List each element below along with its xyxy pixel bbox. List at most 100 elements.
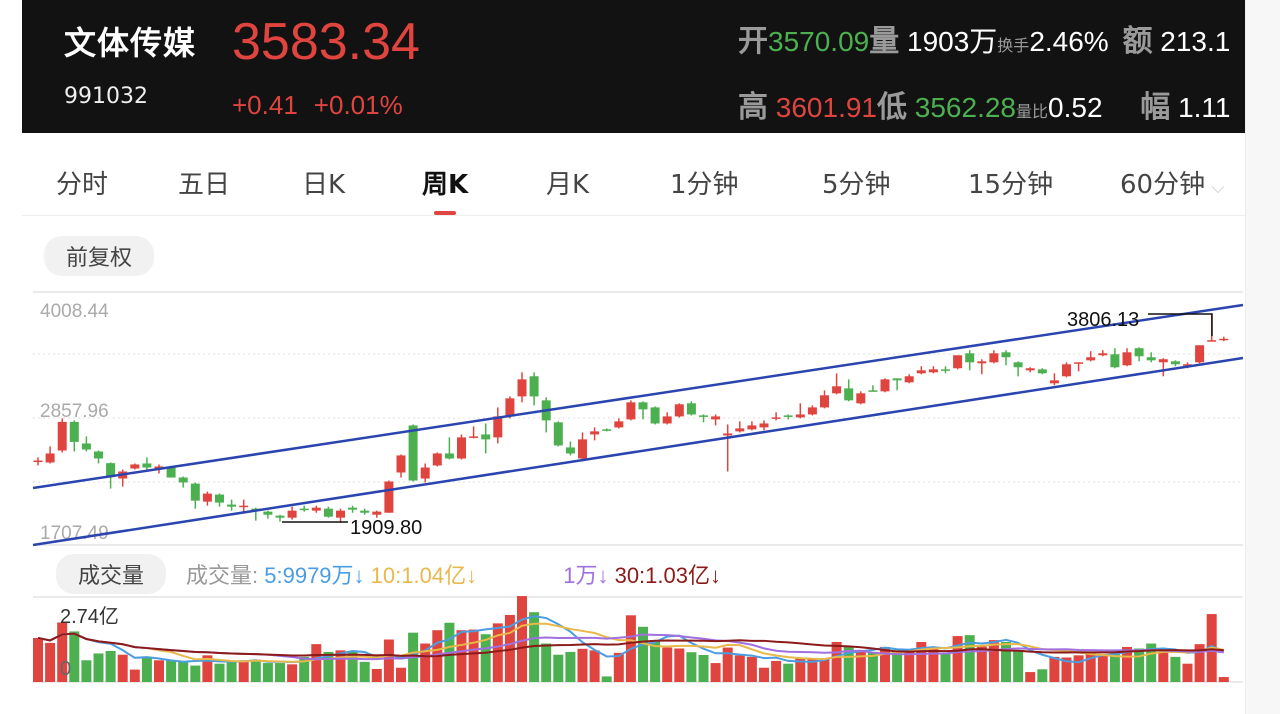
volume-bar	[867, 651, 878, 682]
candle	[251, 507, 261, 521]
volume-bar	[117, 654, 128, 682]
stock-code: 991032	[64, 84, 148, 109]
volume-bar	[783, 663, 794, 682]
volume-bar	[468, 629, 479, 682]
candle	[408, 424, 418, 482]
volume-bar	[408, 632, 419, 682]
candle-body	[311, 507, 321, 511]
candle-body	[251, 508, 261, 511]
candle-body	[807, 407, 817, 415]
high-marker-label: 3806.13	[1067, 309, 1139, 331]
candle-body	[166, 467, 176, 478]
candle-body	[493, 416, 503, 438]
candle	[1025, 367, 1035, 373]
amount-value: 213.1	[1160, 26, 1231, 57]
candle	[420, 463, 430, 483]
volume-bar	[1073, 655, 1084, 682]
candle	[771, 412, 781, 421]
candle-body	[81, 443, 91, 450]
candle	[154, 464, 164, 474]
candle	[432, 452, 442, 467]
volume-bar	[1013, 650, 1024, 682]
volume-bar	[480, 634, 491, 682]
candle-body	[941, 369, 950, 371]
candle	[178, 476, 188, 488]
candle	[844, 379, 854, 402]
candle	[904, 374, 914, 384]
candle	[1086, 351, 1096, 362]
candles	[33, 314, 1229, 523]
volume-bar	[1109, 651, 1120, 682]
tab-daily-k[interactable]: 日K	[302, 170, 346, 200]
candle-body	[33, 460, 43, 462]
open-label: 开	[738, 24, 768, 59]
volume-bar	[57, 622, 68, 682]
tab-five-day[interactable]: 五日	[178, 170, 231, 200]
candle-body	[1001, 352, 1011, 358]
candle	[348, 505, 358, 513]
volume-bar	[262, 663, 273, 682]
candle	[892, 378, 902, 391]
candle	[227, 499, 237, 511]
volume-bar	[226, 661, 237, 682]
tab-intraday[interactable]: 分时	[56, 170, 109, 200]
last-price: 3583.34	[232, 13, 420, 71]
candle-body	[360, 510, 370, 513]
candle	[493, 407, 503, 444]
candle-body	[662, 416, 672, 424]
volume-bar	[93, 653, 104, 682]
tab-weekly-k[interactable]: 周K	[422, 164, 468, 215]
volume-bar	[1037, 669, 1048, 682]
candle	[396, 454, 406, 478]
volume-max-label: 2.74亿	[60, 605, 119, 628]
candle-body	[1195, 345, 1205, 363]
candle-body	[1170, 361, 1180, 365]
quote-header: 文体传媒 991032 3583.34 +0.41 +0.01% 开3570.09…	[22, 0, 1245, 133]
tab-60min[interactable]: 60分钟 ⌵	[1120, 164, 1225, 201]
candle-body	[820, 395, 829, 408]
candle-body	[686, 403, 696, 415]
candle	[1207, 314, 1217, 342]
candle-body	[1122, 352, 1132, 366]
tab-5min[interactable]: 5分钟	[822, 170, 891, 200]
volume-bar	[444, 622, 455, 682]
volume-bar	[456, 630, 467, 682]
candle	[360, 508, 370, 515]
volume-bar	[638, 626, 648, 682]
high-label: 高	[738, 90, 768, 125]
candle-body	[795, 414, 805, 418]
candle-body	[1086, 357, 1096, 361]
tab-15min[interactable]: 15分钟	[968, 170, 1054, 200]
volume-bar	[1061, 657, 1072, 682]
candle	[928, 366, 938, 374]
candle	[1062, 362, 1071, 378]
candle	[69, 420, 79, 452]
candle-body	[1037, 369, 1047, 374]
volume-bar	[565, 651, 576, 682]
volume-bar	[807, 658, 818, 682]
volume-bar	[662, 647, 673, 682]
amplitude-value: 1.11	[1178, 92, 1231, 123]
candle-body	[747, 425, 757, 430]
adjust-button[interactable]: 前复权	[44, 236, 155, 276]
tab-1min[interactable]: 1分钟	[670, 170, 739, 200]
volume-bar	[553, 654, 564, 682]
candle-body	[1207, 340, 1217, 342]
candle-body	[904, 376, 914, 383]
turnover-value: 2.46%	[1029, 26, 1109, 57]
candle	[1158, 358, 1168, 377]
indicator-volume-button[interactable]: 成交量	[56, 554, 167, 594]
volume-bar	[1049, 656, 1060, 682]
quote-row-1: 开3570.09量 1903万换手2.46% 额 213.1	[738, 16, 1230, 60]
candle-body	[868, 390, 878, 392]
candle-body	[965, 353, 975, 363]
candle	[1001, 350, 1011, 366]
candle-body	[517, 379, 527, 397]
candle	[699, 414, 708, 423]
candle	[541, 397, 551, 433]
volume-bar	[976, 646, 987, 682]
low-marker-label: 1909.80	[350, 517, 422, 539]
channel-upper-line	[32, 303, 1244, 490]
candle	[336, 508, 345, 523]
tab-monthly-k[interactable]: 月K	[546, 170, 590, 200]
